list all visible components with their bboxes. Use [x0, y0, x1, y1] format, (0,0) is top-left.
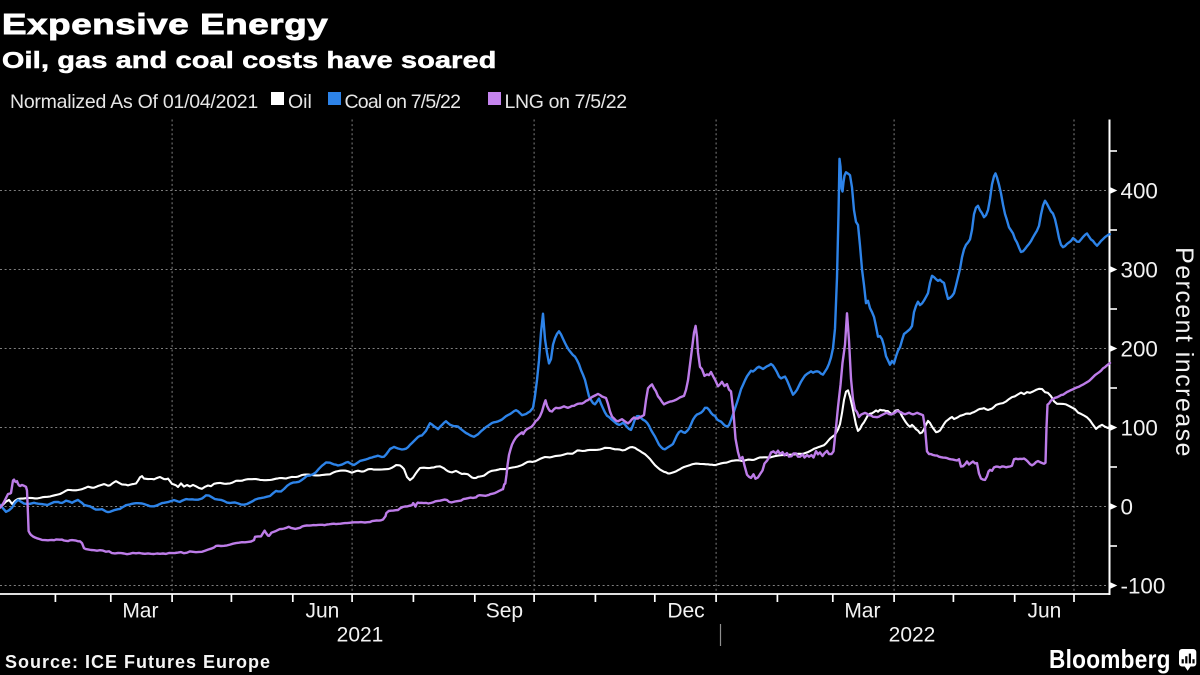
svg-text:200: 200: [1121, 337, 1158, 362]
svg-text:100: 100: [1121, 416, 1158, 441]
svg-text:2022: 2022: [889, 624, 936, 647]
svg-text:Jun: Jun: [1027, 600, 1061, 623]
svg-text:Percent increase: Percent increase: [1170, 247, 1198, 458]
svg-text:2021: 2021: [337, 624, 384, 647]
svg-text:Mar: Mar: [844, 600, 880, 623]
svg-text:400: 400: [1121, 179, 1158, 204]
svg-text:Sep: Sep: [486, 600, 523, 623]
svg-text:300: 300: [1121, 258, 1158, 283]
svg-text:0: 0: [1121, 495, 1133, 520]
svg-text:Mar: Mar: [122, 600, 158, 623]
svg-text:-100: -100: [1121, 574, 1166, 599]
svg-text:Jun: Jun: [305, 600, 339, 623]
svg-text:Dec: Dec: [667, 600, 704, 623]
